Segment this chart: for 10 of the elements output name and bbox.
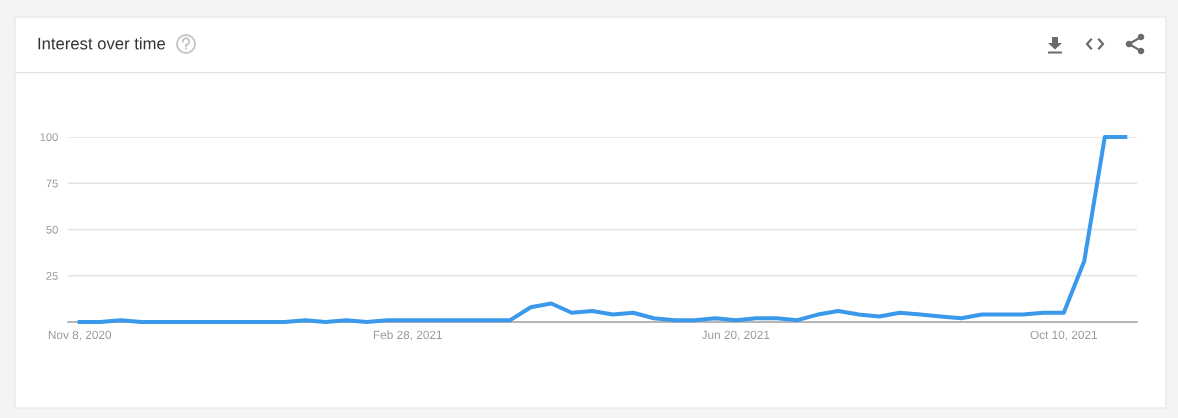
x-tick-label: Oct 10, 2021 (1030, 330, 1098, 341)
x-tick-label: Jun 20, 2021 (701, 330, 770, 341)
x-tick-label: Nov 8, 2020 (48, 330, 112, 341)
chart-title: Interest over time (38, 37, 166, 50)
y-tick-label: 50 (46, 225, 58, 234)
x-tick-label: Feb 28, 2021 (373, 330, 442, 341)
y-tick-label: 75 (46, 179, 58, 188)
y-tick-label: 100 (40, 133, 58, 142)
y-tick-label: 25 (46, 272, 58, 280)
line-series (77, 134, 1128, 325)
